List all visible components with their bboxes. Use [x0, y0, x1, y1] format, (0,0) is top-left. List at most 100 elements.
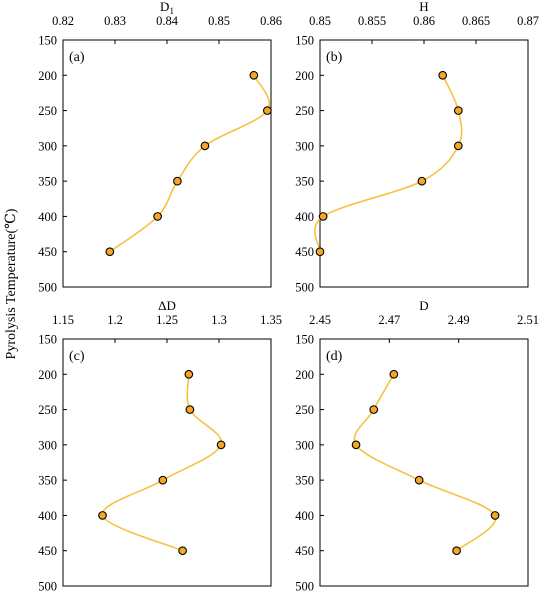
y-tick-label: 150 [38, 333, 57, 347]
plot-frame [319, 338, 529, 587]
x-tick-label: 0.855 [358, 14, 386, 28]
data-point [453, 106, 463, 115]
panel-a: 0.82 0.83 0.84 0.85 0.86 150 200 250 300 350 400 45… [38, 0, 282, 295]
x-tick-label: 1.2 [107, 313, 123, 327]
plot-frame [319, 39, 529, 288]
series-line [314, 74, 463, 252]
data-point [158, 475, 168, 485]
data-point [263, 106, 272, 115]
data-point [315, 247, 325, 257]
x-tick-label: 2.49 [448, 313, 470, 327]
y-tick-label: 300 [38, 139, 57, 153]
panel-d: 2.45 2.47 2.49 2.51 150 200 250 300 350 400 450 500… [295, 298, 539, 594]
data-point [351, 440, 361, 450]
x-tick-label: 0.85 [309, 14, 331, 28]
data-point [173, 176, 182, 186]
panel-label: (d) [326, 349, 343, 364]
y-tick-label: 200 [295, 69, 314, 83]
y-tick-label: 500 [295, 281, 314, 295]
data-point [216, 440, 226, 450]
panels: 0.82 0.83 0.84 0.85 0.86 150 200 250 300 350 400 45… [38, 0, 539, 594]
data-point [490, 511, 500, 520]
y-tick-label: 400 [38, 210, 57, 224]
data-point [389, 369, 399, 379]
data-point [417, 176, 427, 186]
x-tick-label: 2.47 [378, 313, 400, 327]
plot-frame [62, 338, 272, 587]
x-tick-label: 2.45 [309, 313, 331, 327]
y-tick-label: 500 [38, 580, 57, 594]
data-point [105, 247, 115, 257]
y-tick-label: 500 [295, 580, 314, 594]
y-tick-label: 150 [295, 34, 314, 48]
data-point [438, 70, 448, 80]
data-point [178, 546, 187, 556]
y-tick-label: 150 [295, 333, 314, 347]
series-line [109, 74, 271, 253]
x-axis-title-subscript: 1 [169, 6, 174, 16]
y-tick-label: 250 [295, 403, 314, 417]
y-axis-title: Pyrolysis Temperature(℃) [4, 208, 19, 359]
x-axis-title: ΔD [158, 298, 176, 313]
y-tick-label: 250 [295, 104, 314, 118]
x-axis-title: D1 [160, 0, 174, 16]
x-axis-title-text: D [419, 298, 428, 313]
data-point [200, 141, 210, 151]
y-tick-label: 250 [38, 403, 57, 417]
data-point [249, 70, 259, 80]
y-tick-label: 150 [38, 34, 57, 48]
y-tick-label: 400 [295, 210, 314, 224]
y-tick-label: 300 [295, 438, 314, 452]
y-tick-label: 250 [38, 104, 57, 118]
data-point [98, 511, 107, 520]
y-tick-label: 450 [295, 245, 314, 259]
panel-c: 1.15 1.2 1.25 1.3 1.35 150 200 250 300 350 400 450 5… [38, 298, 282, 594]
y-tick-label: 300 [38, 438, 57, 452]
series-line [101, 374, 223, 552]
y-tick-label: 400 [38, 509, 57, 523]
x-tick-label: 1.25 [156, 313, 178, 327]
x-tick-label: 2.51 [517, 313, 539, 327]
y-tick-label: 500 [38, 281, 57, 295]
y-tick-label: 350 [295, 474, 314, 488]
y-tick-label: 400 [295, 509, 314, 523]
y-tick-label: 350 [38, 474, 57, 488]
plot-frame [62, 39, 272, 288]
data-point [185, 405, 195, 414]
x-tick-label: 1.15 [52, 313, 74, 327]
x-tick-label: 0.865 [462, 14, 490, 28]
x-axis-title-text: H [419, 0, 428, 14]
x-tick-label: 1.35 [260, 313, 282, 327]
x-tick-label: 0.86 [413, 14, 435, 28]
panel-label: (c) [69, 349, 85, 364]
x-tick-label: 0.83 [104, 14, 126, 28]
y-tick-label: 350 [38, 175, 57, 189]
x-tick-label: 0.82 [52, 14, 74, 28]
y-tick-label: 300 [295, 139, 314, 153]
x-axis-title: H [419, 0, 428, 14]
data-point [452, 546, 461, 556]
data-point [318, 212, 328, 221]
data-point [453, 141, 463, 151]
x-axis-title-text: D [160, 0, 169, 14]
data-point [414, 475, 424, 485]
y-tick-label: 200 [38, 69, 57, 83]
x-tick-label: 0.86 [260, 14, 282, 28]
panel-b: 0.85 0.855 0.86 0.865 0.87 150 200 250 300 350 400… [295, 0, 539, 295]
data-point [153, 212, 162, 221]
y-tick-label: 350 [295, 175, 314, 189]
data-point [184, 369, 194, 379]
x-tick-label: 0.87 [517, 14, 539, 28]
y-tick-label: 200 [38, 368, 57, 382]
y-tick-label: 450 [295, 544, 314, 558]
x-tick-label: 0.84 [156, 14, 179, 28]
x-tick-label: 0.85 [208, 14, 230, 28]
x-axis-title: D [419, 298, 428, 313]
x-tick-label: 1.3 [211, 313, 227, 327]
data-point [369, 405, 379, 414]
y-tick-label: 450 [38, 245, 57, 259]
series-line [353, 373, 497, 552]
y-tick-label: 200 [295, 368, 314, 382]
y-tick-label: 450 [38, 544, 57, 558]
